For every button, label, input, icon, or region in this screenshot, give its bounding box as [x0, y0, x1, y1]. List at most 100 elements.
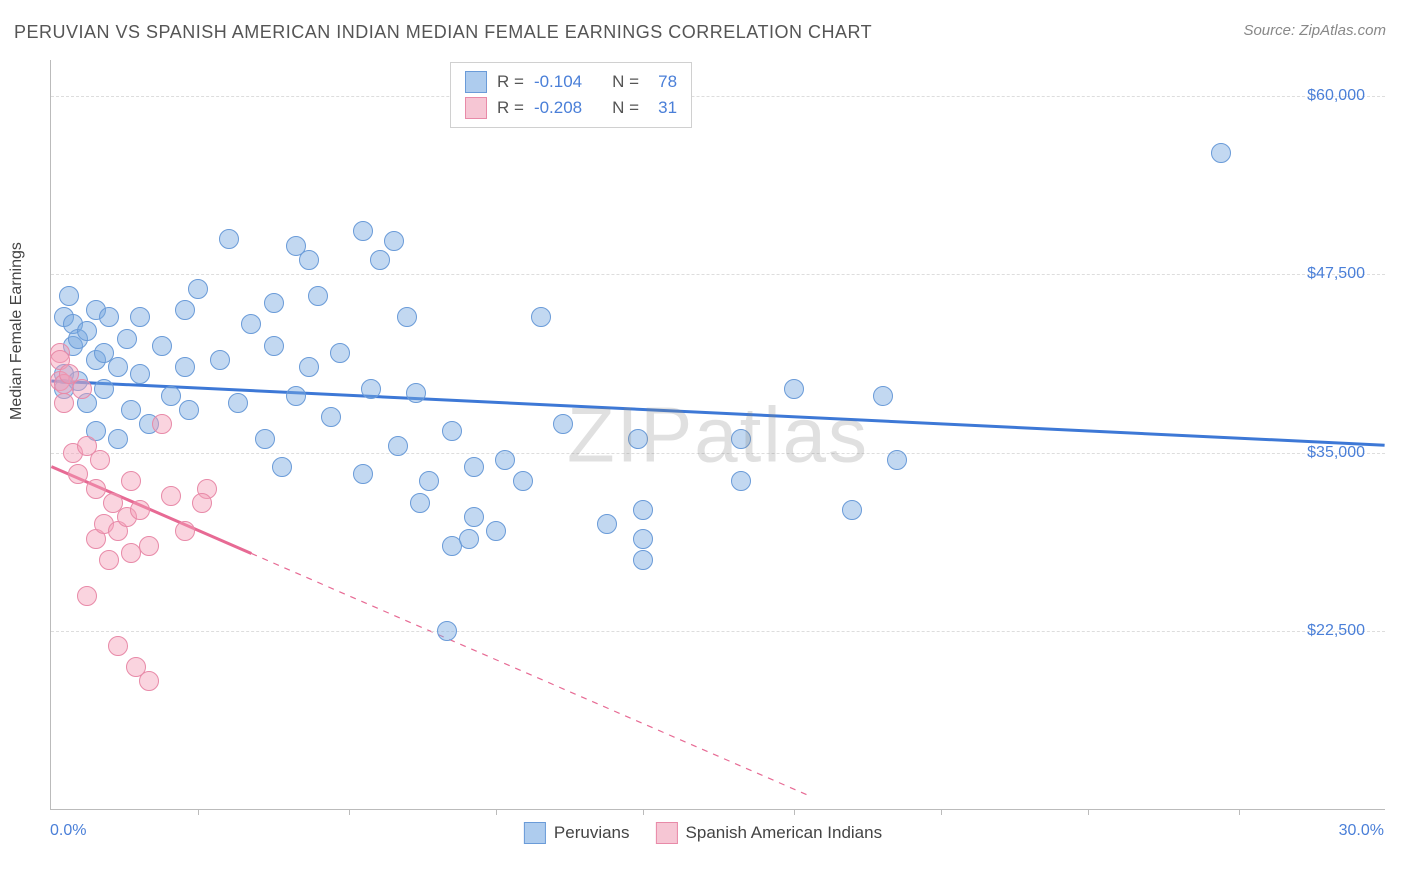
x-tick — [794, 809, 795, 815]
data-point — [121, 400, 141, 420]
data-point — [121, 471, 141, 491]
data-point — [72, 379, 92, 399]
data-point — [59, 286, 79, 306]
data-point — [784, 379, 804, 399]
data-point — [633, 500, 653, 520]
chart-title: PERUVIAN VS SPANISH AMERICAN INDIAN MEDI… — [14, 22, 872, 43]
data-point — [842, 500, 862, 520]
data-point — [308, 286, 328, 306]
data-point — [219, 229, 239, 249]
data-point — [130, 500, 150, 520]
y-tick-label: $35,000 — [1307, 444, 1365, 462]
legend-item: Peruvians — [524, 822, 630, 844]
data-point — [255, 429, 275, 449]
trend-line — [51, 381, 1384, 445]
x-axis-min-label: 0.0% — [50, 822, 86, 840]
x-tick — [941, 809, 942, 815]
data-point — [553, 414, 573, 434]
data-point — [321, 407, 341, 427]
legend-row: R = -0.208 N = 31 — [465, 95, 677, 121]
data-point — [495, 450, 515, 470]
legend-R-value: -0.208 — [534, 98, 582, 118]
data-point — [464, 457, 484, 477]
y-tick-label: $47,500 — [1307, 265, 1365, 283]
data-point — [597, 514, 617, 534]
data-point — [1211, 143, 1231, 163]
legend-swatch — [524, 822, 546, 844]
data-point — [628, 429, 648, 449]
data-point — [94, 379, 114, 399]
data-point — [397, 307, 417, 327]
y-tick-label: $22,500 — [1307, 622, 1365, 640]
data-point — [139, 536, 159, 556]
legend-row: R =-0.104N =78 — [465, 69, 677, 95]
x-tick — [1239, 809, 1240, 815]
data-point — [633, 550, 653, 570]
data-point — [330, 343, 350, 363]
data-point — [161, 486, 181, 506]
data-point — [86, 479, 106, 499]
gridline — [51, 453, 1385, 454]
data-point — [286, 386, 306, 406]
data-point — [873, 386, 893, 406]
x-tick — [1088, 809, 1089, 815]
data-point — [175, 357, 195, 377]
data-point — [437, 621, 457, 641]
watermark: ZIPatlas — [567, 389, 869, 480]
legend-series: Peruvians Spanish American Indians — [524, 822, 882, 844]
data-point — [410, 493, 430, 513]
legend-N-value: 31 — [649, 98, 677, 118]
data-point — [353, 464, 373, 484]
data-point — [419, 471, 439, 491]
legend-N-label: N = — [612, 98, 639, 118]
data-point — [388, 436, 408, 456]
legend-label: Spanish American Indians — [686, 823, 883, 843]
x-tick — [643, 809, 644, 815]
data-point — [299, 357, 319, 377]
legend-label: Peruvians — [554, 823, 630, 843]
data-point — [77, 321, 97, 341]
gridline — [51, 274, 1385, 275]
data-point — [264, 293, 284, 313]
x-tick — [496, 809, 497, 815]
data-point — [731, 429, 751, 449]
data-point — [130, 364, 150, 384]
data-point — [175, 521, 195, 541]
legend-swatch — [656, 822, 678, 844]
gridline — [51, 96, 1385, 97]
data-point — [272, 457, 292, 477]
legend-N-value: 78 — [649, 72, 677, 92]
legend-correlation-box: R = -0.104 N = 78 R = -0.208 N = 31 — [450, 62, 692, 128]
data-point — [130, 307, 150, 327]
correlation-chart: PERUVIAN VS SPANISH AMERICAN INDIAN MEDI… — [0, 0, 1406, 892]
data-point — [108, 357, 128, 377]
data-point — [99, 550, 119, 570]
data-point — [152, 336, 172, 356]
trend-lines — [51, 60, 1385, 809]
data-point — [175, 300, 195, 320]
data-point — [152, 414, 172, 434]
y-tick-label: $60,000 — [1307, 87, 1365, 105]
gridline — [51, 631, 1385, 632]
data-point — [54, 393, 74, 413]
x-tick — [198, 809, 199, 815]
legend-R-label: R = — [497, 72, 524, 92]
x-tick — [349, 809, 350, 815]
data-point — [77, 586, 97, 606]
data-point — [633, 529, 653, 549]
chart-source: Source: ZipAtlas.com — [1243, 22, 1386, 39]
data-point — [179, 400, 199, 420]
legend-R-value: -0.104 — [534, 72, 582, 92]
plot-area: ZIPatlas $22,500 $35,000 $47,500 $60,000 — [50, 60, 1385, 810]
data-point — [442, 421, 462, 441]
data-point — [192, 493, 212, 513]
data-point — [361, 379, 381, 399]
data-point — [210, 350, 230, 370]
data-point — [161, 386, 181, 406]
y-axis-label: Median Female Earnings — [8, 242, 26, 420]
data-point — [513, 471, 533, 491]
legend-R-label: R = — [497, 98, 524, 118]
legend-swatch — [465, 97, 487, 119]
data-point — [531, 307, 551, 327]
trend-line-extrapolated — [251, 553, 807, 794]
